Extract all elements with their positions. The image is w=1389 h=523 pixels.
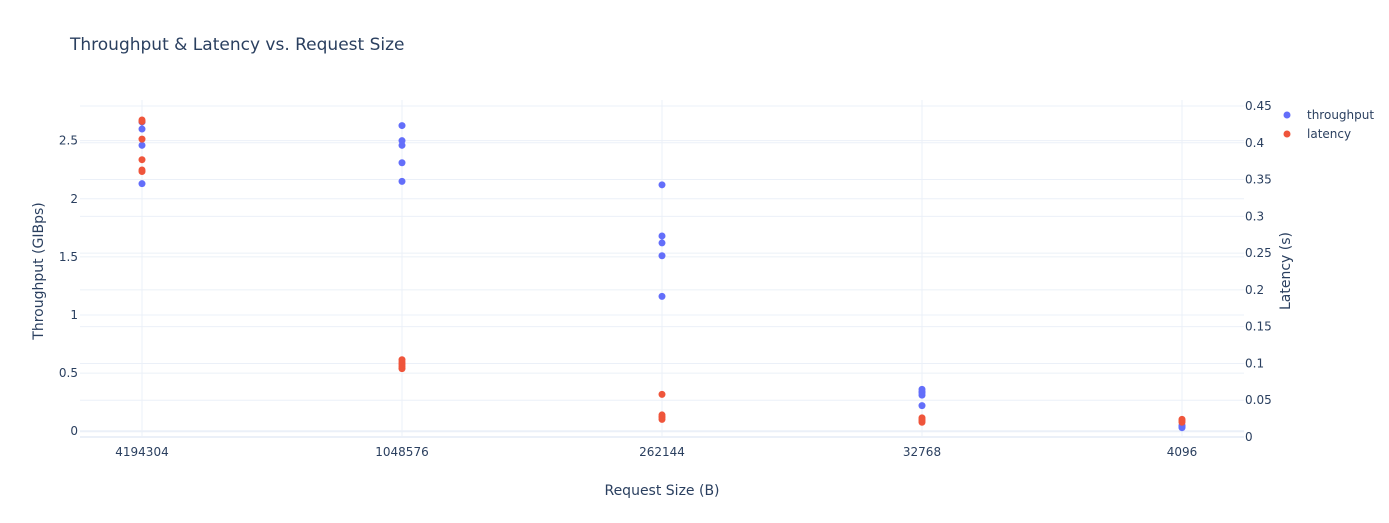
throughput-point[interactable] <box>658 252 666 260</box>
latency-point[interactable] <box>658 390 666 398</box>
legend-item-throughput[interactable]: throughput <box>1283 108 1375 122</box>
legend-marker-throughput <box>1283 111 1291 119</box>
throughput-point[interactable] <box>658 181 666 189</box>
throughput-point[interactable] <box>138 125 146 133</box>
legend-label-latency: latency <box>1307 127 1351 141</box>
y2-axis-title: Latency (s) <box>1278 232 1294 310</box>
y2-tick-label: 0.4 <box>1245 136 1264 150</box>
throughput-point[interactable] <box>398 137 406 145</box>
y-axis-title: Throughput (GIBps) <box>31 202 47 340</box>
chart-title: Throughput & Latency vs. Request Size <box>69 35 405 55</box>
grid-layer <box>80 100 1244 438</box>
y-tick-label: 0.5 <box>59 366 78 380</box>
x-axis-title: Request Size (B) <box>604 483 719 499</box>
throughput-point[interactable] <box>398 177 406 185</box>
throughput-point[interactable] <box>918 385 926 393</box>
throughput-point[interactable] <box>658 292 666 300</box>
legend-label-throughput: throughput <box>1307 108 1374 122</box>
latency-point[interactable] <box>138 116 146 124</box>
axis-layer: 4194304 1048576 262144 32768 4096 0 0.5 1 1.5 2 2.… <box>59 99 1272 459</box>
y2-tick-label: 0.25 <box>1245 246 1272 260</box>
throughput-point[interactable] <box>138 180 146 188</box>
latency-point[interactable] <box>138 156 146 164</box>
y2-tick-label: 0.05 <box>1245 393 1272 407</box>
y2-tick-label: 0.2 <box>1245 283 1264 297</box>
y-tick-label: 0 <box>70 424 78 438</box>
y2-tick-label: 0.3 <box>1245 209 1264 223</box>
x-tick-label: 4096 <box>1167 445 1198 459</box>
latency-point[interactable] <box>1178 415 1186 423</box>
latency-point[interactable] <box>138 166 146 174</box>
latency-point[interactable] <box>398 356 406 364</box>
y2-tick-label: 0.35 <box>1245 173 1272 187</box>
x-tick-label: 4194304 <box>115 445 168 459</box>
x-tick-label: 262144 <box>639 445 685 459</box>
latency-point[interactable] <box>658 411 666 419</box>
y2-tick-label: 0.15 <box>1245 320 1272 334</box>
throughput-point[interactable] <box>138 141 146 149</box>
legend-item-latency[interactable]: latency <box>1283 127 1352 141</box>
marks-layer <box>138 116 1186 432</box>
y-tick-label: 2.5 <box>59 134 78 148</box>
y2-tick-label: 0 <box>1245 430 1253 444</box>
legend-marker-latency <box>1283 130 1291 138</box>
x-tick-label: 32768 <box>903 445 941 459</box>
x-tick-label: 1048576 <box>375 445 428 459</box>
y-tick-label: 1.5 <box>59 250 78 264</box>
throughput-point[interactable] <box>658 232 666 240</box>
y2-tick-label: 0.45 <box>1245 99 1272 113</box>
throughput-point[interactable] <box>398 122 406 130</box>
throughput-point[interactable] <box>658 239 666 247</box>
legend[interactable]: throughput latency <box>1283 108 1375 141</box>
y-tick-label: 1 <box>70 308 78 322</box>
throughput-point[interactable] <box>918 402 926 410</box>
latency-point[interactable] <box>138 135 146 143</box>
throughput-point[interactable] <box>398 159 406 167</box>
latency-point[interactable] <box>918 414 926 422</box>
y2-tick-label: 0.1 <box>1245 356 1264 370</box>
y-tick-label: 2 <box>70 192 78 206</box>
